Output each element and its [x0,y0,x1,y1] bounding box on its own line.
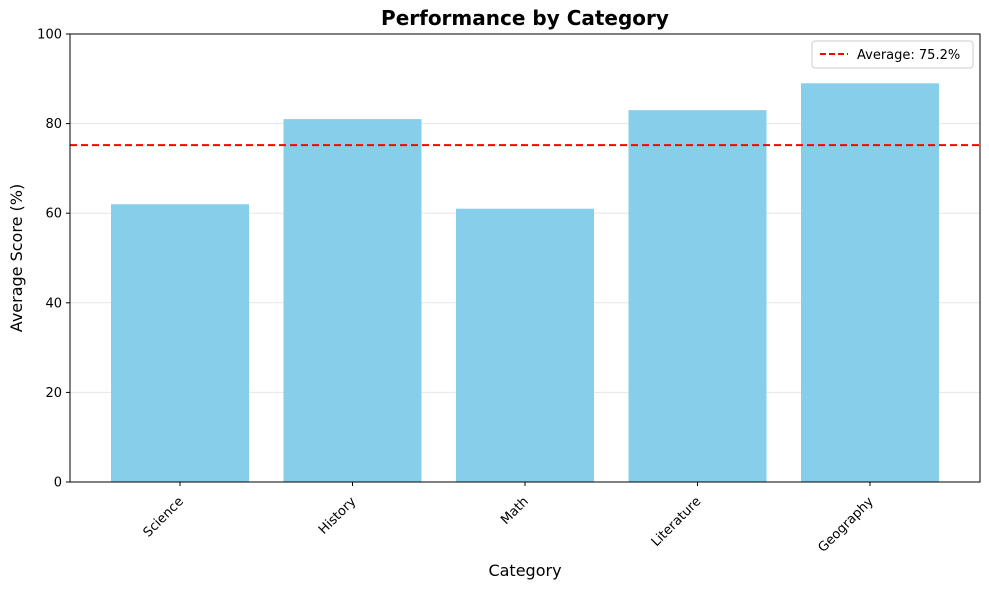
y-axis-label: Average Score (%) [7,184,26,332]
y-tick-label: 60 [45,207,62,222]
y-tick-label: 100 [37,28,62,43]
x-axis-label: Category [488,561,561,580]
bar-math [456,208,594,482]
x-tick-label-literature: Literature [649,494,705,550]
x-tick-label-math: Math [498,494,532,528]
bars [111,83,939,483]
x-tick-label-history: History [316,494,360,538]
bar-literature [628,110,767,482]
bar-science [111,204,249,483]
x-tick-label-geography: Geography [815,494,877,556]
legend: Average: 75.2% [811,40,974,69]
y-tick-label: 40 [45,296,62,311]
y-tick-label: 20 [45,386,62,401]
legend-reference-line-label: Average: 75.2% [857,48,960,63]
x-tick-label-science: Science [141,494,187,540]
bar-history [283,119,422,483]
y-tick-label: 0 [54,476,62,491]
chart-title: Performance by Category [381,6,669,30]
x-axis-ticks: Science History Math Literature Geography [141,482,877,556]
y-axis-ticks: 0 20 40 60 80 100 [37,28,70,491]
legend-box [811,40,974,69]
bar-geography [801,83,939,482]
y-tick-label: 80 [45,117,62,132]
